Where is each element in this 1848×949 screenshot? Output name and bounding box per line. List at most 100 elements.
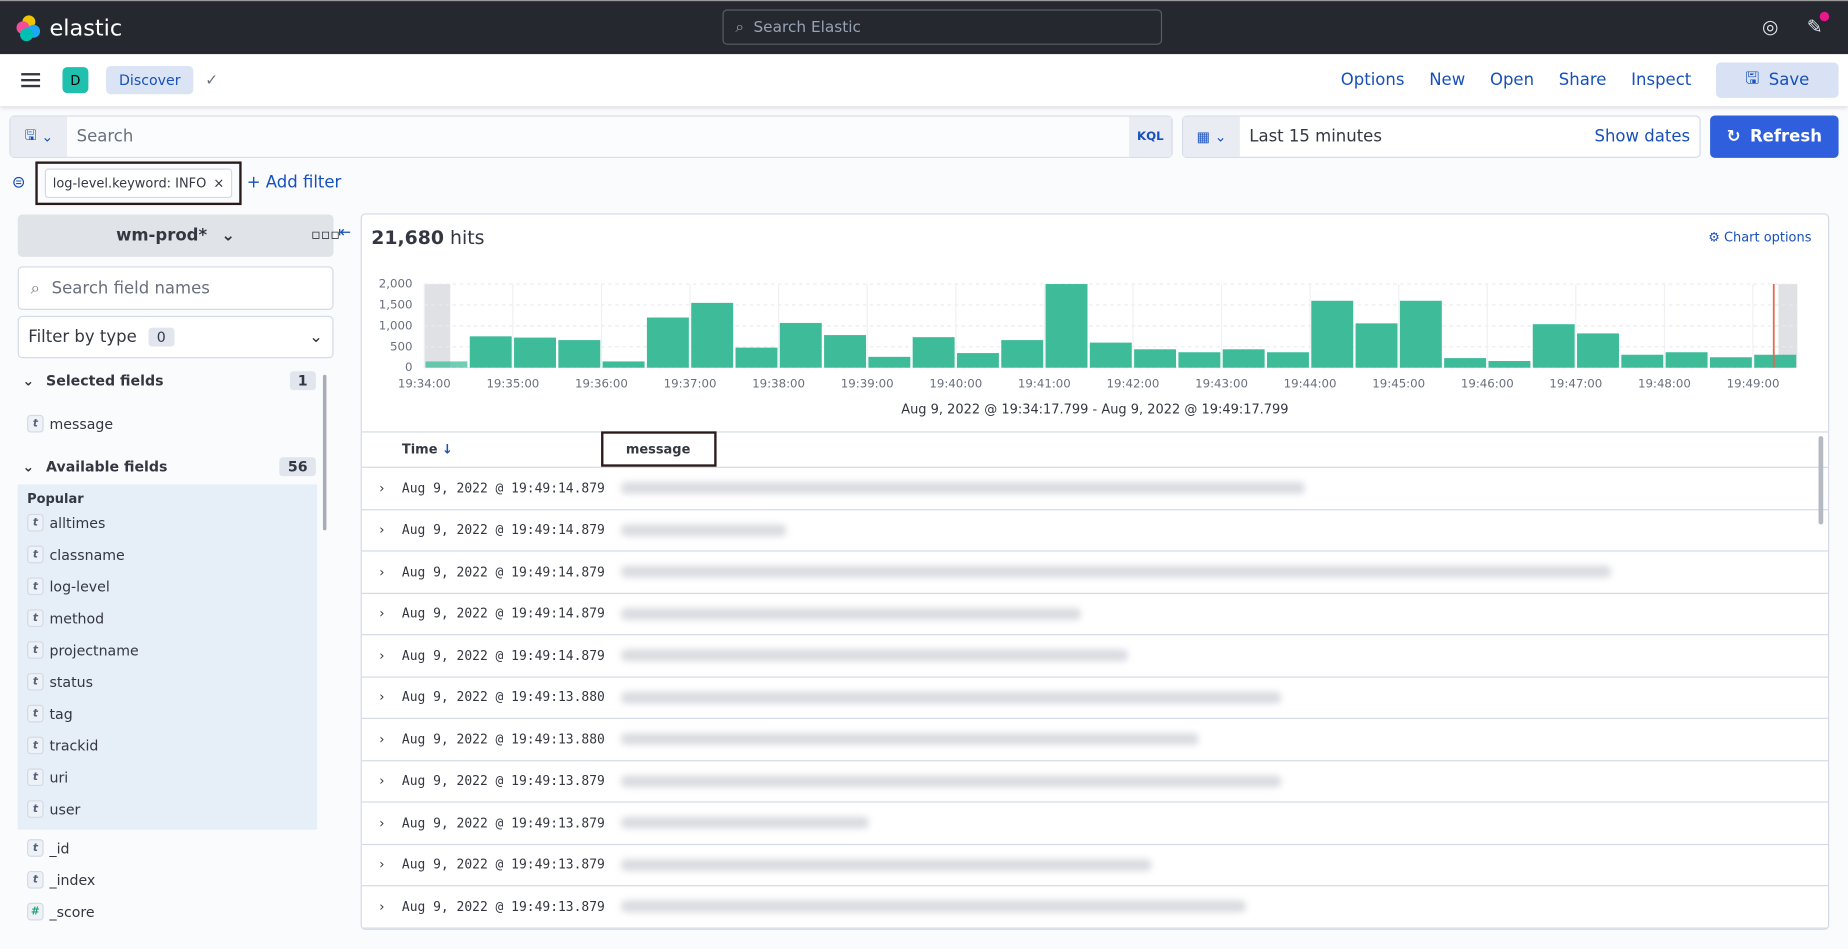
table-row[interactable]: › Aug 9, 2022 @ 19:49:13.879 [361,844,1828,887]
table-row[interactable]: › Aug 9, 2022 @ 19:49:14.879 [361,468,1828,510]
collapse-icon[interactable]: ⇤ [338,223,352,242]
field-name: tag [49,705,73,722]
field-item[interactable]: t alltimes [18,507,317,539]
string-type-icon: t [27,513,44,532]
field-item[interactable]: t trackid [18,730,317,762]
expand-row-icon[interactable]: › [379,898,385,915]
field-search-placeholder: Search field names [51,278,210,298]
expand-row-icon[interactable]: › [379,857,385,873]
elastic-logo[interactable]: elastic [16,14,122,41]
inspect-link[interactable]: Inspect [1631,70,1692,90]
kql-toggle[interactable]: KQL [1129,116,1172,157]
add-filter-link[interactable]: + Add filter [246,173,342,193]
results-panel: 21,680 hits ⚙ Chart options 0 500 1,000 1,5… [360,213,1830,930]
table-row[interactable]: › Aug 9, 2022 @ 19:49:13.880 [361,719,1828,761]
field-search-input[interactable]: ⌕ Search field names [17,266,334,310]
sidebar-scrollbar[interactable] [322,374,327,531]
histogram-bar [1709,357,1752,368]
refresh-button[interactable]: ↻ Refresh [1710,115,1839,158]
filter-count: 0 [148,327,175,347]
table-row[interactable]: › Aug 9, 2022 @ 19:49:13.879 [361,886,1828,929]
table-row[interactable]: › Aug 9, 2022 @ 19:49:13.879 [361,761,1828,803]
field-item[interactable]: t user [18,793,317,825]
sort-down-icon[interactable]: ↓ [442,441,453,458]
open-link[interactable]: Open [1489,70,1535,90]
string-type-icon: t [27,414,44,433]
selected-fields-header[interactable]: ⌄ Selected fields 1 [18,363,334,398]
histogram-bar [1399,300,1442,368]
expand-row-icon[interactable]: › [379,647,385,664]
field-item[interactable]: t tag [18,698,317,730]
expand-row-icon[interactable]: › [379,731,385,747]
search-icon: ⌕ [30,278,40,298]
histogram-chart[interactable]: 0 500 1,000 1,500 2,000 19:34:00 19:35:00 19:36… [362,273,1829,403]
breadcrumb-discover[interactable]: Discover [106,65,194,95]
chart-options-button[interactable]: ⚙ Chart options [1708,230,1811,245]
table-scrollbar[interactable] [1818,436,1824,525]
x-tick-label: 19:49:00 [1727,377,1780,391]
table-row[interactable]: › Aug 9, 2022 @ 19:49:14.879 [361,593,1828,636]
table-row[interactable]: › Aug 9, 2022 @ 19:49:13.879 [361,803,1828,845]
histogram-bar [1665,352,1708,368]
close-icon[interactable]: × [213,175,225,191]
expand-row-icon[interactable]: › [379,773,385,789]
index-pattern-selector[interactable]: wm-prod* ⌄ [17,214,334,257]
filter-pill[interactable]: log-level.keyword: INFO × [44,167,233,198]
available-fields-header[interactable]: ⌄ Available fields 56 [18,449,334,484]
x-tick-label: 19:36:00 [575,377,628,391]
date-range[interactable]: Last 15 minutes [1249,127,1382,147]
table-row[interactable]: › Aug 9, 2022 @ 19:49:14.879 [361,635,1828,678]
histogram-bar [1178,352,1221,368]
news-icon[interactable]: ✎ [1807,11,1830,38]
help-icon[interactable]: ◎ [1761,15,1779,38]
share-link[interactable]: Share [1558,70,1607,90]
space-avatar[interactable]: D [62,67,89,94]
query-input[interactable]: Search [67,116,1130,157]
expand-row-icon[interactable]: › [379,815,385,831]
global-search-input[interactable]: ⌕ Search Elastic [722,9,1163,45]
options-icon[interactable]: ▫▫▫ [311,226,340,243]
field-item[interactable]: t log-level [18,570,317,602]
field-item[interactable]: t status [18,666,317,698]
field-item[interactable]: t classname [18,539,317,571]
row-message-redacted [621,649,1128,662]
table-row[interactable]: › Aug 9, 2022 @ 19:49:14.879 [361,510,1828,552]
field-item[interactable]: t projectname [18,634,317,666]
expand-row-icon[interactable]: › [379,480,385,496]
table-row[interactable]: › Aug 9, 2022 @ 19:49:14.879 [361,552,1828,594]
column-message[interactable]: message [601,431,717,467]
filter-menu-icon[interactable]: ⊜ [11,173,26,193]
column-time[interactable]: Time ↓ [402,442,453,457]
field-item[interactable]: t _index [18,864,334,896]
field-name: status [49,673,93,691]
field-name: message [49,415,114,432]
quick-date-button[interactable]: ▦ ⌄ [1183,116,1240,157]
refresh-label: Refresh [1749,127,1822,147]
search-icon: ⌕ [735,18,745,36]
options-link[interactable]: Options [1340,70,1405,90]
hits-label: hits [450,226,485,249]
field-item[interactable]: t uri [18,761,317,793]
field-item[interactable]: t _id [18,832,334,864]
filter-type-label: Filter by type [28,327,137,347]
expand-row-icon[interactable]: › [379,564,385,580]
expand-row-icon[interactable]: › [379,522,385,538]
show-dates-link[interactable]: Show dates [1594,127,1691,147]
filter-by-type[interactable]: Filter by type 0 ⌄ [17,315,334,359]
x-tick-label: 19:39:00 [841,377,894,391]
chevron-down-icon: ⌄ [1214,128,1227,145]
expand-row-icon[interactable]: › [379,606,385,622]
expand-row-icon[interactable]: › [379,689,385,706]
x-tick-label: 19:43:00 [1195,377,1248,391]
field-item[interactable]: t message [18,408,334,440]
saved-query-button[interactable]: 🖫 ⌄ [10,116,68,157]
save-button[interactable]: 🖫 Save [1715,62,1839,98]
menu-icon[interactable] [21,70,41,91]
new-link[interactable]: New [1429,70,1466,90]
table-row[interactable]: › Aug 9, 2022 @ 19:49:13.880 [361,677,1828,719]
field-name: classname [49,546,125,563]
field-item[interactable]: t method [18,602,317,634]
row-message-redacted [621,566,1612,578]
row-time: Aug 9, 2022 @ 19:49:14.879 [401,522,605,538]
field-item[interactable]: # _score [18,896,334,928]
